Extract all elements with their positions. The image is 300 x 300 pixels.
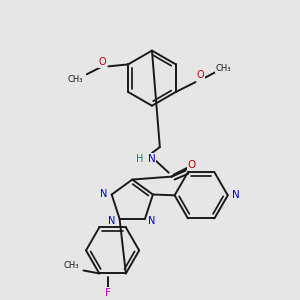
Text: CH₃: CH₃ — [64, 261, 80, 270]
Text: CH₃: CH₃ — [67, 75, 83, 84]
Text: N: N — [100, 188, 107, 199]
Text: H: H — [136, 154, 144, 164]
Text: CH₃: CH₃ — [215, 64, 231, 73]
Text: N: N — [148, 154, 156, 164]
Text: N: N — [148, 216, 156, 226]
Text: O: O — [99, 57, 106, 68]
Text: N: N — [108, 216, 116, 226]
Text: N: N — [232, 190, 239, 200]
Text: O: O — [187, 160, 196, 170]
Text: O: O — [196, 70, 204, 80]
Text: F: F — [105, 288, 111, 298]
